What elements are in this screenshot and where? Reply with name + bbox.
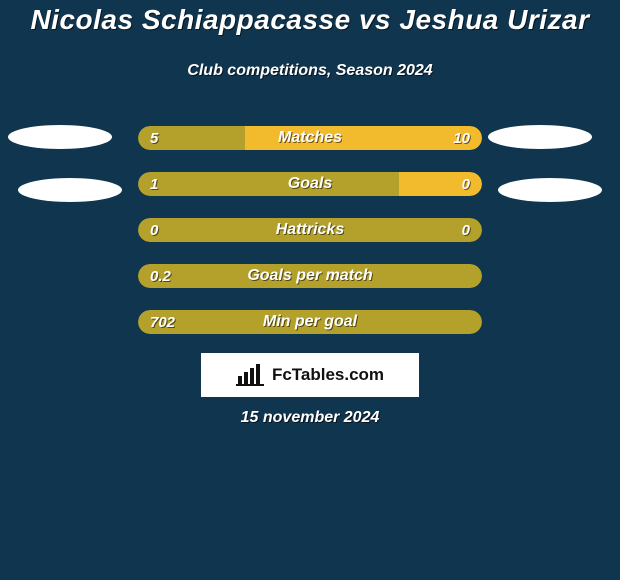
stat-bar-left bbox=[138, 172, 399, 196]
stat-row: Matches510 bbox=[138, 126, 482, 150]
stat-bar-right bbox=[245, 126, 482, 150]
stat-bar-left bbox=[138, 218, 482, 242]
comparison-infographic: Nicolas Schiappacasse vs Jeshua Urizar C… bbox=[0, 0, 620, 580]
stat-row: Goals per match0.2 bbox=[138, 264, 482, 288]
attribution-text: FcTables.com bbox=[272, 365, 384, 385]
stat-row: Hattricks00 bbox=[138, 218, 482, 242]
chart-icon bbox=[236, 364, 264, 386]
attribution-badge: FcTables.com bbox=[201, 353, 419, 397]
right-club-badge bbox=[488, 125, 592, 149]
stat-bar-left bbox=[138, 310, 482, 334]
stat-bar-left bbox=[138, 126, 245, 150]
right-club-badge bbox=[498, 178, 602, 202]
stat-row: Min per goal702 bbox=[138, 310, 482, 334]
left-club-badge bbox=[18, 178, 122, 202]
page-title: Nicolas Schiappacasse vs Jeshua Urizar bbox=[0, 4, 620, 36]
left-club-badge bbox=[8, 125, 112, 149]
stat-row: Goals10 bbox=[138, 172, 482, 196]
stat-bars: Matches510 Goals10 Hattricks00 Goals per ma… bbox=[138, 126, 482, 356]
footer-date: 15 november 2024 bbox=[0, 409, 620, 427]
stat-bar-left bbox=[138, 264, 482, 288]
stat-bar-right bbox=[399, 172, 482, 196]
subtitle: Club competitions, Season 2024 bbox=[0, 62, 620, 80]
